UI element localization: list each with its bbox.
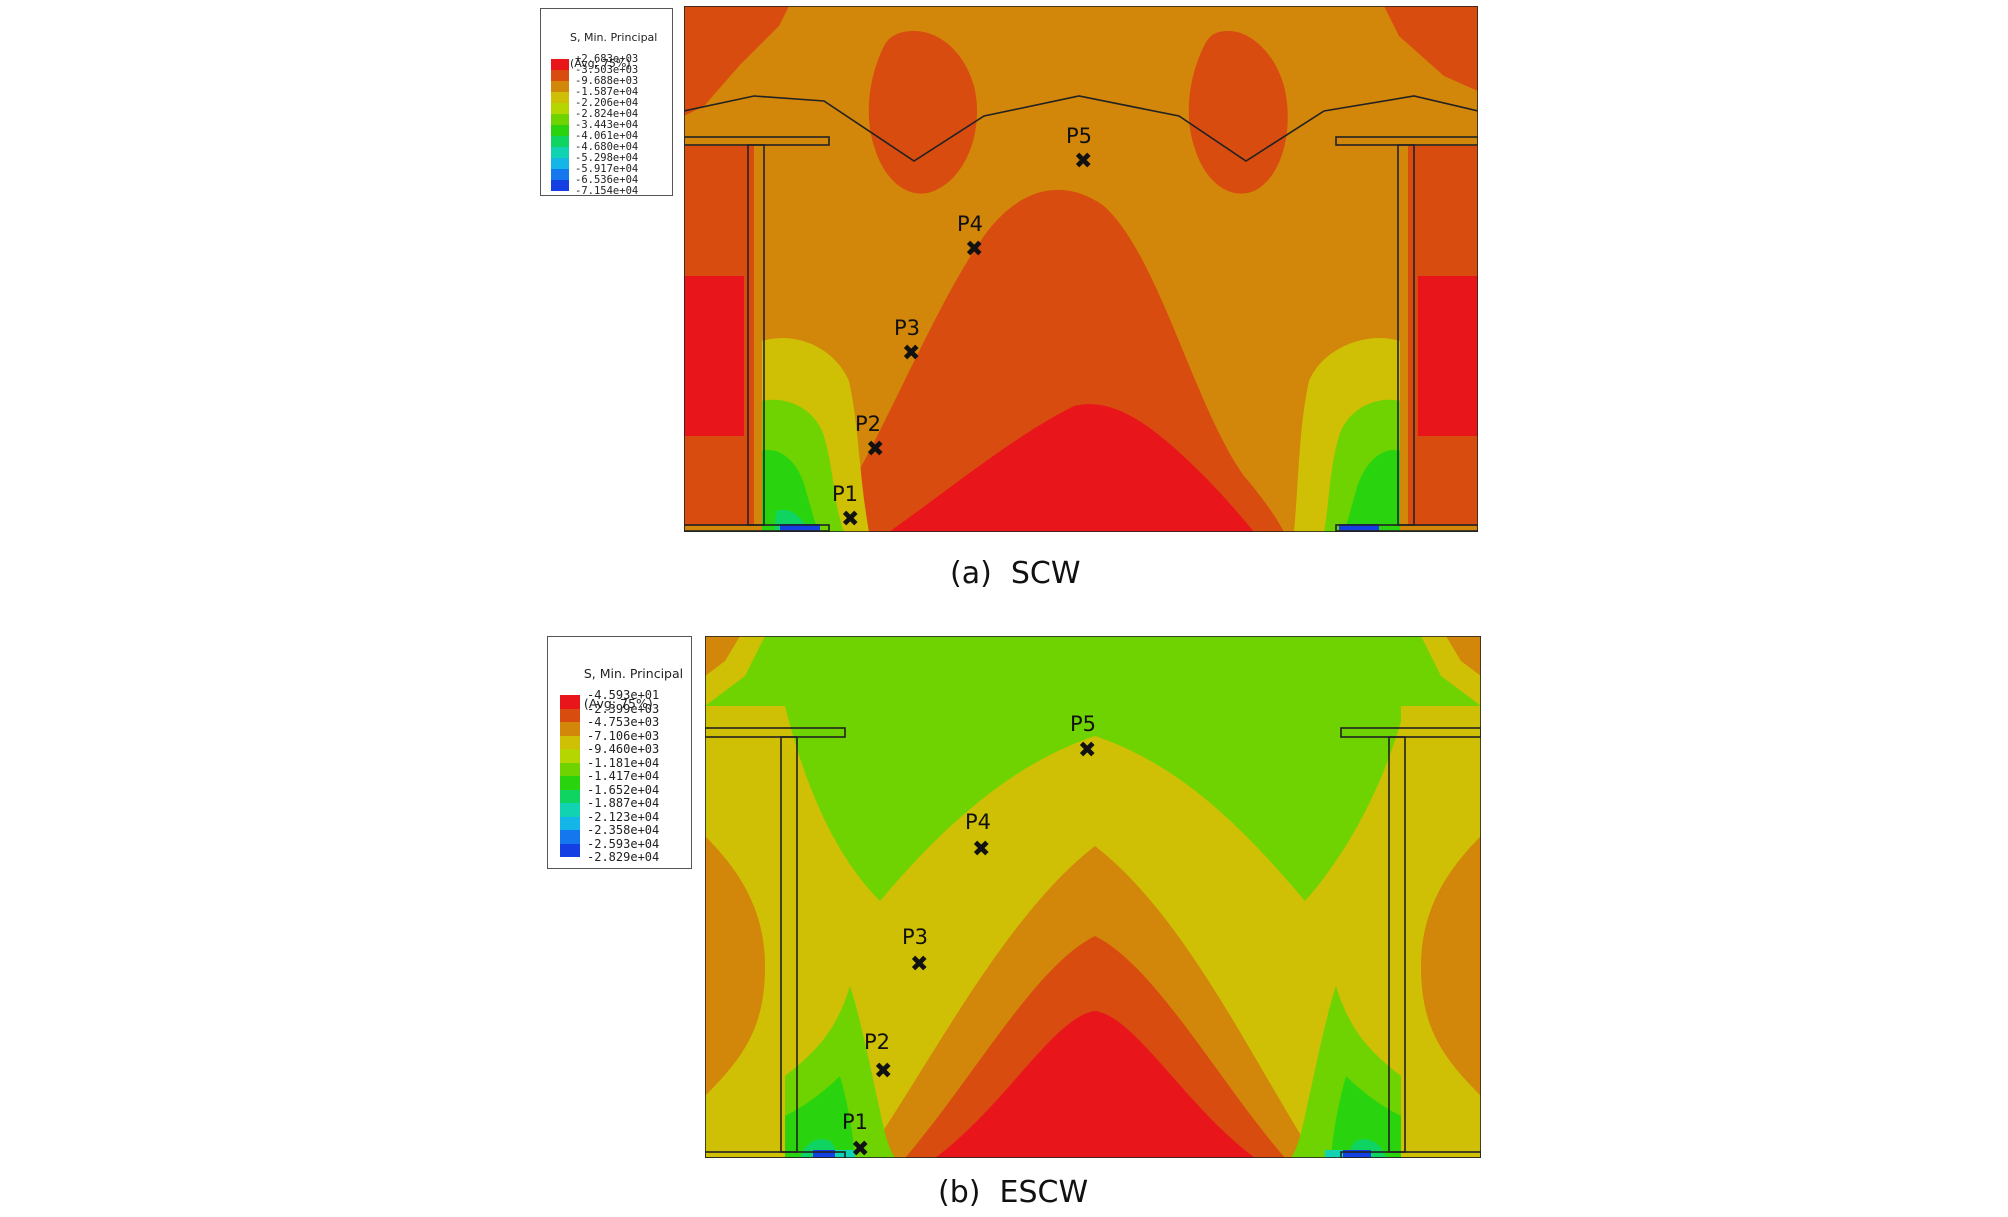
legend-tick: -7.106e+03 (587, 728, 660, 743)
legend-swatch (560, 776, 580, 790)
legend-tick: -4.061e+04 (575, 130, 639, 142)
legend-tick: -6.536e+04 (575, 174, 639, 186)
legend-swatch (560, 695, 580, 709)
legend-swatch (551, 136, 569, 147)
legend-tick: -2.123e+04 (587, 809, 660, 824)
legend-swatch (551, 70, 569, 81)
point-marker-p3: ✖ (910, 952, 929, 977)
point-label-p1: P1 (832, 482, 859, 506)
caption-escw: (b) ESCW (938, 1175, 1089, 1210)
point-label-p5: P5 (1070, 712, 1097, 736)
legend-swatch (560, 789, 580, 803)
legend-tick: -1.652e+04 (587, 782, 660, 797)
legend-tick: -2.829e+04 (587, 850, 660, 864)
legend-swatch (551, 103, 569, 114)
legend-tick: -7.154e+04 (575, 185, 639, 197)
legend-tick: -5.298e+04 (575, 152, 639, 164)
legend-tick: -1.887e+04 (587, 796, 660, 810)
legend-swatch (551, 114, 569, 125)
legend-tick: -9.688e+03 (575, 75, 639, 87)
point-marker-p4: ✖ (965, 237, 984, 262)
point-marker-p1: ✖ (841, 507, 860, 532)
legend-swatch (560, 735, 580, 749)
legend-swatch (551, 92, 569, 103)
legend-tick: +2.683e+03 (575, 53, 639, 65)
point-label-p4: P4 (965, 810, 992, 834)
legend-swatch (560, 749, 580, 763)
point-marker-p5: ✖ (1078, 738, 1097, 763)
contour-plot-escw (705, 636, 1481, 1158)
legend-scw: S, Min. Principal (Avg: 75%) +2.683e+03 … (540, 8, 673, 197)
point-label-p3: P3 (894, 316, 921, 340)
legend-swatch (551, 158, 569, 169)
legend-tick: -1.181e+04 (587, 755, 660, 770)
legend-subtitle: (Avg: 75%) (583, 696, 653, 711)
point-label-p4: P4 (957, 212, 984, 236)
contour-plot-scw (684, 6, 1478, 532)
point-label-p2: P2 (855, 412, 882, 436)
point-marker-p1: ✖ (851, 1137, 870, 1162)
point-label-p5: P5 (1066, 124, 1093, 148)
legend-swatch (551, 59, 569, 70)
legend-tick: -2.206e+04 (575, 97, 639, 109)
legend-swatch (560, 762, 580, 776)
legend-tick: -4.680e+04 (575, 141, 639, 153)
legend-tick: -9.460e+03 (587, 742, 660, 756)
legend-tick: -3.443e+04 (575, 119, 639, 131)
legend-tick: -3.503e+03 (575, 64, 639, 76)
legend-tick: -1.417e+04 (587, 769, 660, 783)
legend-tick: -1.587e+04 (575, 86, 639, 98)
point-marker-p5: ✖ (1074, 149, 1093, 174)
legend-tick: -2.399e+03 (587, 701, 660, 716)
legend-subtitle: (Avg: 75%) (569, 57, 631, 70)
legend-swatch (551, 125, 569, 136)
legend-title: S, Min. Principal (569, 31, 658, 44)
point-marker-p2: ✖ (874, 1059, 893, 1084)
legend-tick: -5.917e+04 (575, 163, 639, 175)
point-marker-p2: ✖ (866, 437, 885, 462)
legend-swatch (560, 722, 580, 736)
legend-swatch (551, 180, 569, 191)
legend-swatch (551, 81, 569, 92)
legend-swatch (560, 830, 580, 844)
legend-tick: -2.824e+04 (575, 108, 639, 120)
legend-swatch (551, 147, 569, 158)
point-marker-p3: ✖ (902, 341, 921, 366)
legend-swatch (551, 169, 569, 180)
legend-tick: -4.593e+01 (587, 688, 660, 702)
legend-tick: -2.358e+04 (587, 823, 660, 837)
legend-swatch (560, 843, 580, 857)
legend-title: S, Min. Principal (583, 666, 684, 681)
caption-scw: (a) SCW (950, 556, 1081, 591)
point-label-p1: P1 (842, 1110, 869, 1134)
point-marker-p4: ✖ (972, 837, 991, 862)
point-label-p3: P3 (902, 925, 929, 949)
legend-swatch (560, 803, 580, 817)
legend-tick: -2.593e+04 (587, 836, 660, 851)
legend-escw: S, Min. Principal (Avg: 75%) -4.593e+01 … (547, 636, 692, 869)
legend-tick: -4.753e+03 (587, 715, 660, 729)
legend-swatch (560, 816, 580, 830)
point-label-p2: P2 (864, 1030, 891, 1054)
legend-swatch (560, 708, 580, 722)
